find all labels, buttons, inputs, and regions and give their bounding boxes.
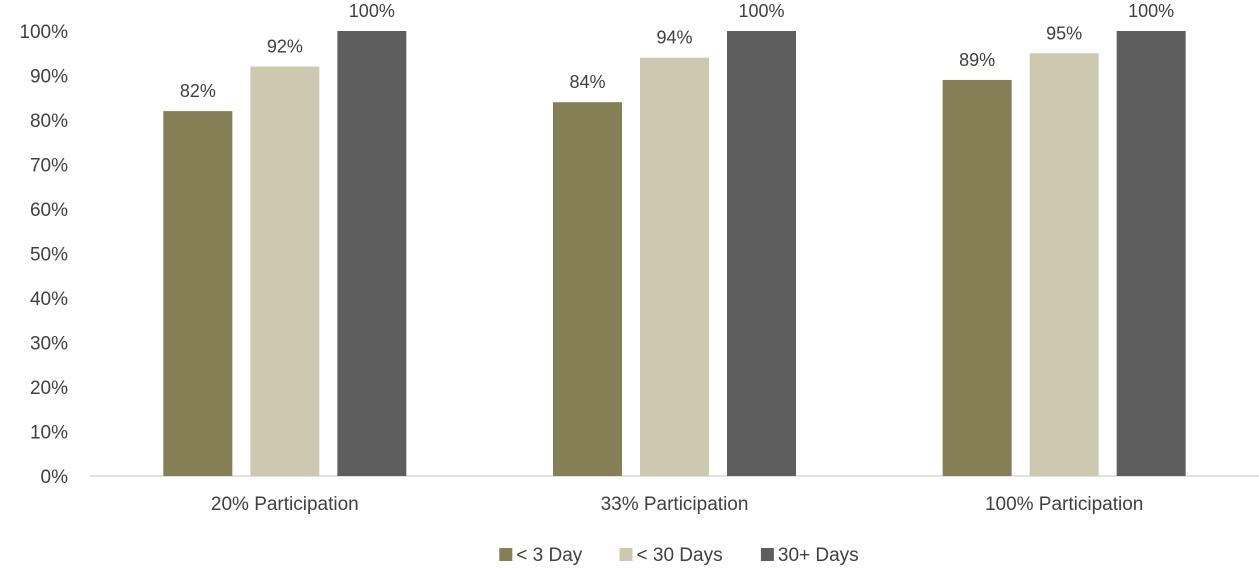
bar [250, 66, 320, 476]
data-label: 94% [656, 28, 692, 48]
bars [163, 31, 1186, 476]
y-tick-label: 30% [30, 334, 68, 355]
legend: < 3 Day < 30 Days 30+ Days [499, 545, 859, 566]
legend-label: 30+ Days [778, 545, 859, 566]
y-tick-label: 80% [30, 111, 68, 132]
legend-label: < 3 Day [516, 545, 583, 566]
data-label: 100% [1128, 1, 1174, 21]
data-labels: 82% 92% 100% 84% 94% 100% 89% 95% 100% [180, 1, 1174, 101]
data-label: 100% [738, 1, 784, 21]
legend-swatch [760, 548, 774, 561]
data-label: 100% [349, 1, 395, 21]
y-tick-label: 70% [30, 156, 68, 177]
data-label: 95% [1046, 23, 1082, 43]
bar [640, 57, 709, 476]
bar [337, 31, 407, 476]
y-tick-label: 60% [30, 200, 68, 221]
data-label: 82% [180, 81, 216, 101]
bar [1116, 31, 1186, 476]
y-axis-ticks: 0% 10% 20% 30% 40% 50% 60% 70% 80% 90% 100% [19, 22, 68, 488]
legend-label: < 30 Days [637, 545, 723, 566]
y-tick-label: 0% [41, 467, 69, 488]
y-tick-label: 90% [30, 67, 68, 88]
bar [553, 102, 622, 476]
bar [1029, 53, 1099, 476]
category-labels: 20% Participation 33% Participation 100% P… [211, 494, 1143, 515]
bar [942, 79, 1012, 476]
y-tick-label: 20% [30, 378, 68, 399]
legend-swatch [619, 548, 633, 561]
x-category-label: 100% Participation [985, 494, 1143, 515]
data-label: 89% [959, 50, 995, 70]
legend-swatch [499, 548, 513, 561]
y-tick-label: 40% [30, 289, 68, 310]
y-tick-label: 100% [19, 22, 68, 43]
x-category-label: 33% Participation [601, 494, 749, 515]
x-category-label: 20% Participation [211, 494, 359, 515]
y-tick-label: 50% [30, 245, 68, 266]
data-label: 92% [267, 37, 303, 57]
y-tick-label: 10% [30, 423, 68, 444]
bar [727, 31, 796, 476]
bar [163, 111, 233, 476]
data-label: 84% [569, 72, 605, 92]
